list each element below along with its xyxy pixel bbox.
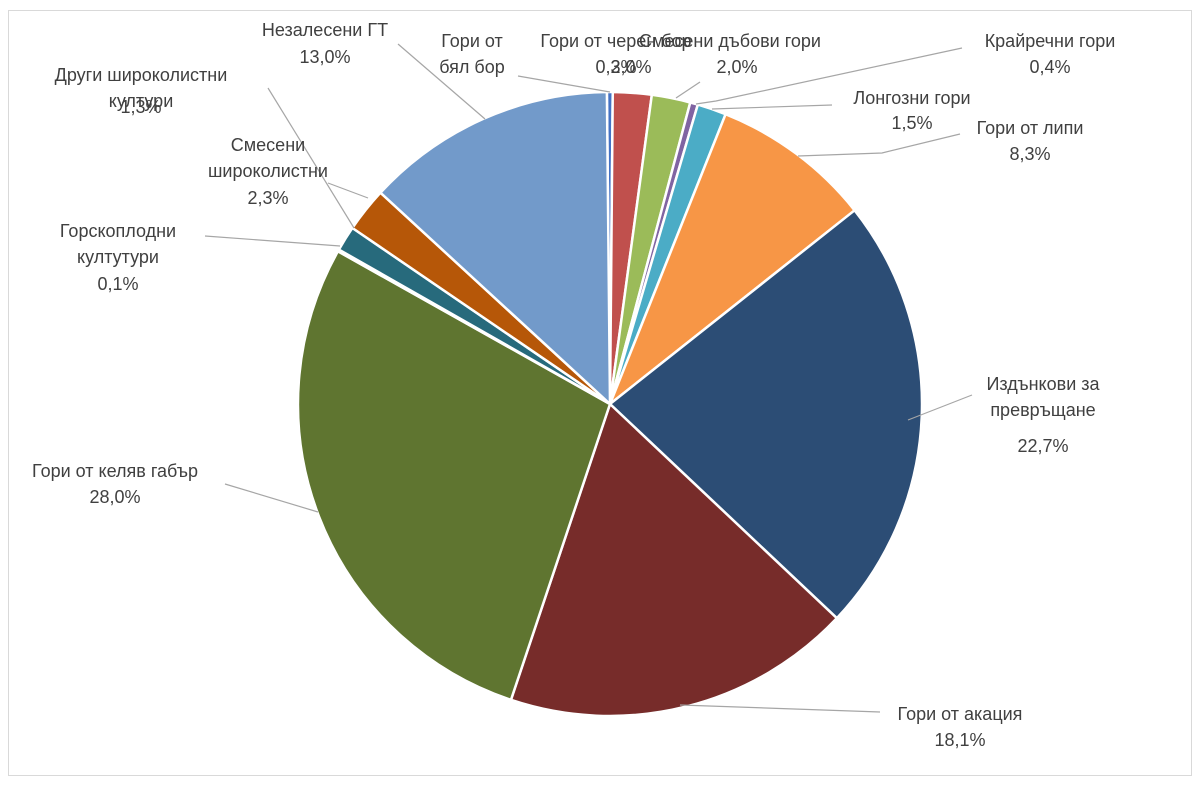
leader-line-6 [798, 134, 960, 156]
leader-line-10 [205, 236, 340, 246]
slice-label-8: Гори от акация 18,1% [898, 704, 1023, 750]
slice-label-3: Смесени дъбови гори 2,0% [639, 31, 821, 77]
leader-line-8 [680, 705, 880, 712]
leader-line-3 [676, 82, 700, 98]
leader-line-13 [398, 44, 485, 119]
leader-line-1 [518, 76, 610, 92]
slice-label-9: Гори от келяв габър 28,0% [32, 461, 198, 507]
slice-label-5: Лонгозни гори 1,5% [853, 88, 970, 133]
leader-line-9 [225, 484, 318, 512]
slice-label-10: Горскоплодни култутури 0,1% [60, 221, 176, 294]
slice-label-11: Други широколистни култури1,3% [55, 65, 228, 117]
slice-label-4: Крайречни гори 0,4% [985, 31, 1116, 77]
slice-label-7: Издънкови за превръщане 22,7% [986, 374, 1100, 456]
slice-label-6: Гори от липи 8,3% [977, 118, 1084, 164]
leader-line-5 [712, 105, 832, 109]
slice-label-13: Незалесени ГТ 13,0% [262, 20, 388, 67]
slice-label-12: Смесени широколистни 2,3% [208, 135, 328, 208]
